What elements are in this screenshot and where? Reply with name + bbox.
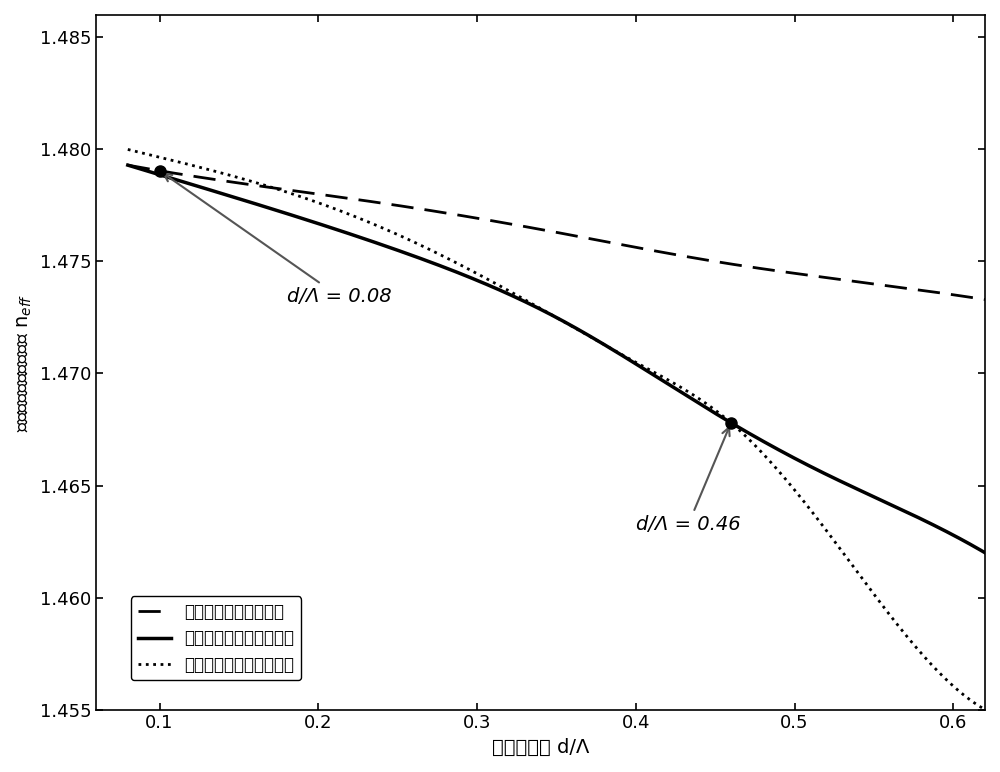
光纤基模的有效折射率 [461,212,473,221]
光纤高阶模的有效折射率 [122,161,134,170]
Legend: 光纤基模的有效折射率, 光纤高阶模的有效折射率, 空间填充模的有效折射率: 光纤基模的有效折射率, 光纤高阶模的有效折射率, 空间填充模的有效折射率 [131,597,301,680]
Y-axis label: 光纤导模的有效折射率 n$_{eff}$: 光纤导模的有效折射率 n$_{eff}$ [15,293,34,432]
光纤基模的有效折射率 [225,178,237,187]
X-axis label: 空气填充比 d/Λ: 空气填充比 d/Λ [492,738,589,757]
光纤基模的有效折射率 [741,262,753,271]
空间填充模的有效折射率 [741,432,753,442]
Text: d/Λ = 0.08: d/Λ = 0.08 [164,174,391,306]
光纤高阶模的有效折射率 [225,191,237,201]
光纤基模的有效折射率 [745,262,757,272]
光纤高阶模的有效折射率 [979,548,991,557]
光纤高阶模的有效折射率 [401,249,413,259]
光纤高阶模的有效折射率 [745,430,757,439]
光纤高阶模的有效折射率 [461,272,473,281]
Line: 光纤高阶模的有效折射率: 光纤高阶模的有效折射率 [128,165,985,553]
空间填充模的有效折射率 [401,234,413,243]
光纤基模的有效折射率 [401,202,413,212]
空间填充模的有效折射率 [461,264,473,273]
空间填充模的有效折射率 [979,705,991,714]
空间填充模的有效折射率 [661,374,673,384]
光纤基模的有效折射率 [661,249,673,258]
光纤基模的有效折射率 [979,295,991,304]
空间填充模的有效折射率 [225,171,237,180]
光纤高阶模的有效折射率 [741,427,753,436]
Line: 空间填充模的有效折射率: 空间填充模的有效折射率 [128,150,985,709]
空间填充模的有效折射率 [745,436,757,445]
Text: d/Λ = 0.46: d/Λ = 0.46 [636,428,740,534]
光纤高阶模的有效折射率 [661,379,673,388]
空间填充模的有效折射率 [122,145,134,154]
光纤基模的有效折射率 [122,161,134,170]
Line: 光纤基模的有效折射率: 光纤基模的有效折射率 [128,165,985,300]
